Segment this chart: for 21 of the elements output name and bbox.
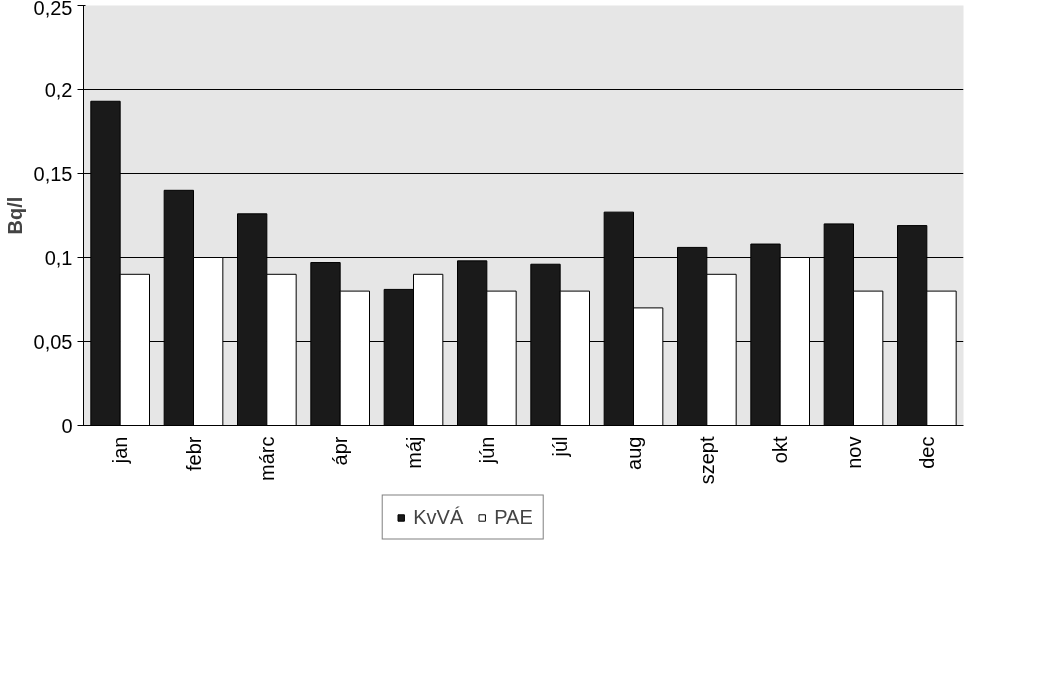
x-tick-label: dec <box>915 436 938 469</box>
y-tick-label: 0 <box>61 414 73 437</box>
x-tick-label: jan <box>109 436 132 465</box>
x-tick-label: nov <box>842 436 865 469</box>
x-tick-label: szept <box>695 436 718 485</box>
legend-label: KvVÁ <box>413 505 464 529</box>
y-axis-title: Bq/l <box>3 196 26 235</box>
x-tick-label: okt <box>769 436 792 464</box>
x-tick-label: aug <box>622 436 645 470</box>
x-tick-label: jún <box>475 436 498 465</box>
y-tick-label: 0,1 <box>44 246 73 269</box>
x-tick-label: máj <box>402 436 425 469</box>
y-tick-label: 0,05 <box>33 330 73 353</box>
y-tick-label: 0,15 <box>33 162 73 185</box>
x-tick-label: márc <box>255 436 278 481</box>
x-tick-label: febr <box>182 436 205 471</box>
x-tick-label: júl <box>549 436 572 458</box>
y-tick-label: 0,2 <box>44 78 73 101</box>
y-tick-label: 0,25 <box>33 0 73 19</box>
legend-label: PAE <box>494 505 533 529</box>
x-tick-label: ápr <box>329 436 352 466</box>
